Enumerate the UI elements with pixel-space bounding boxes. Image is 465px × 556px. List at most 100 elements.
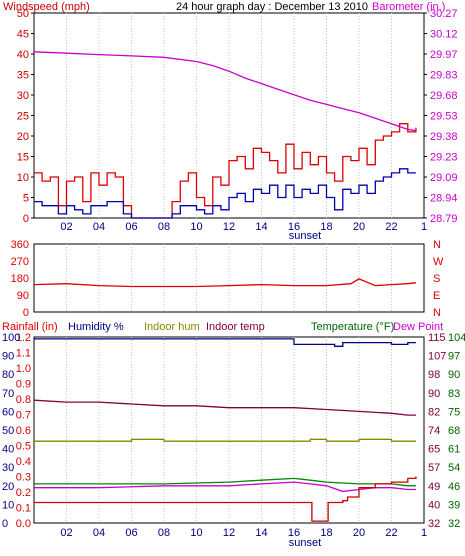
gust-series [34,123,417,219]
direction-tick-label: 360 [11,239,29,251]
indoor-temp-tick-label: 32 [428,518,440,530]
rain-tick-label: 0.9 [16,379,31,391]
humidity-tick-label: 50 [2,425,14,437]
x-tick-label: 06 [125,221,137,233]
windspeed-tick-label: 45 [17,29,29,41]
windspeed-tick-label: 40 [17,49,29,61]
chart-title: 24 hour graph day : December 13 2010 [176,1,368,13]
x-tick-label: 04 [93,527,105,539]
barometer-tick-label: 28.94 [430,193,458,205]
temperature-tick-label: 75 [448,406,460,418]
x-tick-label: 12 [223,527,235,539]
x-tick-label: 20 [353,527,365,539]
compass-tick-label: N [433,239,441,251]
rain-tick-label: 0.5 [16,441,31,453]
x-tick-label: 16 [288,221,300,233]
rain_line-series [34,476,417,522]
indoor-temp-tick-label: 82 [428,406,440,418]
legend-left-entry: Humidity % [68,321,124,333]
direction-tick-label: 180 [11,273,29,285]
humidity-tick-label: 90 [2,351,14,363]
direction-series [33,278,416,288]
windspeed-tick-label: 10 [17,172,29,184]
x-tick-label: 22 [385,527,397,539]
direction-tick-label: 270 [11,256,29,268]
temperature-tick-label: 61 [448,444,460,456]
humidity-tick-label: 0 [2,518,8,530]
humidity-tick-label: 60 [2,406,14,418]
sunset-label: sunset [289,537,321,549]
indoor-temp-tick-label: 49 [428,481,440,493]
rain-tick-label: 0.4 [16,456,31,468]
temperature-tick-label: 83 [448,388,460,400]
rain-tick-label: 0.0 [16,518,31,530]
windspeed-tick-label: 25 [17,111,29,123]
rain-tick-label: 0.7 [16,410,31,422]
barometer-tick-label: 29.83 [430,70,458,82]
windspeed-tick-label: 20 [17,131,29,143]
x-tick-label: 14 [255,527,267,539]
direction-tick-label: 0 [23,307,29,319]
temperature-tick-label: 68 [448,425,460,437]
windspeed-tick-label: 35 [17,70,29,82]
legend-temperature: Temperature (°F) [311,321,394,333]
x-tick-label: 1 [421,221,427,233]
rain-tick-label: 1.1 [16,348,31,360]
temperature-tick-label: 46 [448,481,460,493]
x-tick-label: 18 [320,221,332,233]
indoor-temp-tick-label: 57 [428,462,440,474]
rain-tick-label: 0.6 [16,425,31,437]
dew_point-series [34,481,416,493]
x-tick-label: 10 [190,527,202,539]
compass-tick-label: N [433,307,441,319]
legend-left-entry: Indoor hum [144,321,200,333]
barometer-tick-label: 30.27 [430,8,458,20]
indoor-temp-tick-label: 74 [428,425,440,437]
temperature-tick-label: 39 [448,499,460,511]
barometer-tick-label: 29.09 [430,172,458,184]
rain-tick-label: 1.0 [16,363,31,375]
x-tick-label: 02 [60,527,72,539]
barometer-tick-label: 29.23 [430,152,458,164]
humidity-tick-label: 20 [2,481,14,493]
barometer-axis-title: Barometer (in.) [372,1,445,13]
indoor_temp-series [33,399,416,416]
temperature-tick-label: 97 [448,351,460,363]
indoor_hum-series [34,438,416,442]
x-tick-label: 08 [158,221,170,233]
x-tick-label: 06 [125,527,137,539]
x-tick-label: 20 [353,221,365,233]
windspeed-tick-label: 5 [23,193,29,205]
rain-tick-label: 0.1 [16,503,31,515]
rain-tick-label: 0.3 [16,472,31,484]
x-tick-label: 16 [288,527,300,539]
legend-dew-point: Dew Point [393,321,443,333]
indoor-temp-tick-label: 115 [428,332,446,344]
barometer-tick-label: 29.53 [430,111,458,123]
barometer-tick-label: 30.12 [430,29,458,41]
direction-tick-label: 90 [17,290,29,302]
rain-tick-label: 1.2 [16,332,31,344]
indoor-temp-tick-label: 65 [428,444,440,456]
x-tick-label: 14 [255,221,267,233]
humidity-tick-label: 100 [2,332,20,344]
humidity-tick-label: 30 [2,462,14,474]
windspeed-axis-title: Windspeed (mph) [3,1,90,13]
barometer-tick-label: 29.68 [430,90,458,102]
x-tick-label: 04 [93,221,105,233]
x-tick-label: 12 [223,221,235,233]
legend-left-entry: Rainfall (in) [2,321,58,333]
compass-tick-label: S [433,273,440,285]
indoor-temp-tick-label: 40 [428,499,440,511]
x-tick-label: 18 [320,527,332,539]
windspeed-tick-label: 15 [17,152,29,164]
indoor-temp-tick-label: 98 [428,369,440,381]
barometer-tick-label: 29.97 [430,49,458,61]
barometer-tick-label: 29.38 [430,131,458,143]
x-tick-label: 08 [158,527,170,539]
rain-tick-label: 0.8 [16,394,31,406]
windspeed-tick-label: 50 [17,8,29,20]
x-tick-label: 1 [421,527,427,539]
compass-tick-label: E [433,290,440,302]
